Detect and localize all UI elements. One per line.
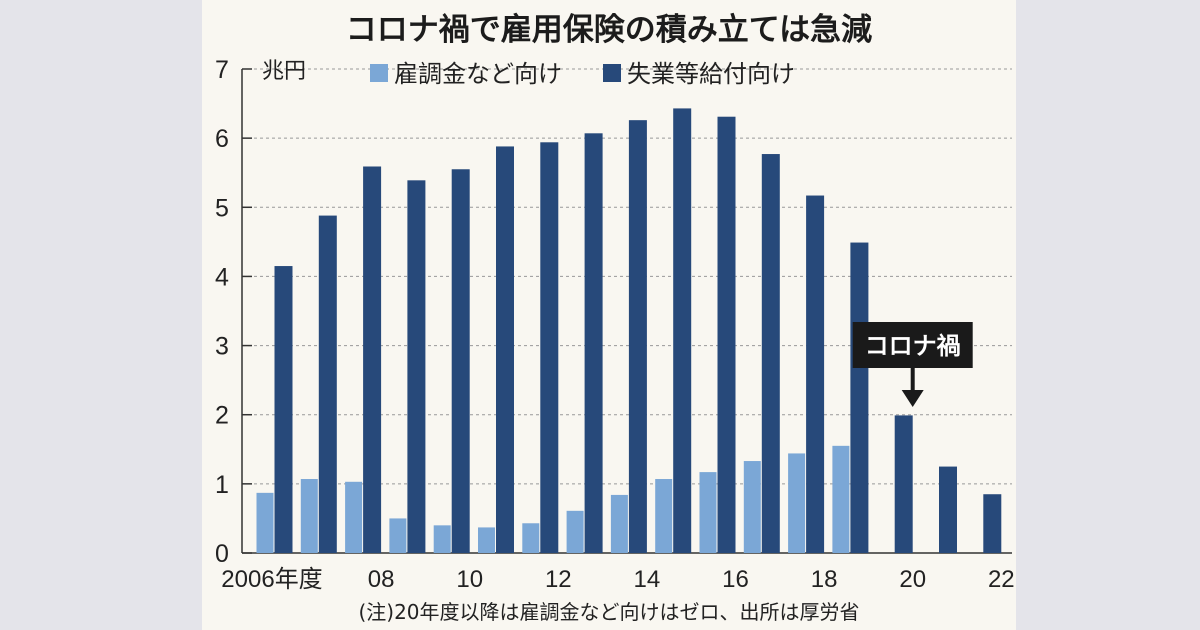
y-tick-label-5: 5 xyxy=(215,194,229,222)
bar-shitsugyo-2011 xyxy=(496,146,514,553)
chart-panel xyxy=(202,0,1016,630)
bar-shitsugyo-2013 xyxy=(584,133,603,553)
bar-shitsugyo-2010 xyxy=(451,169,470,553)
x-tick-label-2010: 10 xyxy=(456,566,483,593)
unit-label: 兆円 xyxy=(262,58,306,83)
y-tick-label-0: 0 xyxy=(215,540,229,568)
bar-koyo-2015 xyxy=(655,479,673,553)
chart-title: コロナ禍で雇用保険の積み立ては急減 xyxy=(345,12,873,48)
legend-swatch-2 xyxy=(603,64,621,82)
annotation-arrow-head xyxy=(901,390,924,407)
bar-koyo-2019 xyxy=(832,445,850,553)
annotation-box xyxy=(852,322,973,368)
x-tick-label-2018: 18 xyxy=(811,566,838,593)
legend-swatch-1 xyxy=(370,64,388,82)
bar-shitsugyo-2015 xyxy=(673,108,692,553)
bar-shitsugyo-2014 xyxy=(628,120,647,553)
bar-shitsugyo-2007 xyxy=(318,215,337,553)
bar-shitsugyo-2016 xyxy=(717,116,736,554)
x-tick-label-2016: 16 xyxy=(722,566,749,593)
y-tick-label-3: 3 xyxy=(215,333,229,361)
chart-note: (注)20年度以降は雇調金など向けはゼロ、出所は厚労省 xyxy=(358,600,860,624)
bar-shitsugyo-2009 xyxy=(407,180,426,553)
x-tick-label-2022: 22 xyxy=(988,566,1015,593)
y-tick-label-2: 2 xyxy=(215,402,229,430)
bar-koyo-2012 xyxy=(522,523,540,553)
y-tick-label-4: 4 xyxy=(215,263,229,291)
legend-label-1: 雇調金など向け xyxy=(394,61,562,88)
bar-shitsugyo-2008 xyxy=(363,166,382,553)
x-tick-label-2008: 08 xyxy=(368,566,395,593)
bar-shitsugyo-2012 xyxy=(540,142,559,553)
bar-koyo-2006 xyxy=(256,492,274,553)
bar-koyo-2008 xyxy=(345,481,363,553)
x-tick-label-2014: 14 xyxy=(634,566,661,593)
annotation-label: コロナ禍 xyxy=(865,332,961,360)
bar-koyo-2018 xyxy=(788,453,806,553)
legend-label-2: 失業等給付向け xyxy=(627,61,795,88)
bar-shitsugyo-2021 xyxy=(939,466,957,553)
x-tick-label-2020: 20 xyxy=(899,566,926,593)
bar-shitsugyo-2020 xyxy=(894,415,913,553)
y-tick-label-6: 6 xyxy=(215,125,229,153)
x-tick-label-2012: 12 xyxy=(545,566,572,593)
y-tick-label-7: 7 xyxy=(215,56,229,84)
x-tick-label-2006: 2006年度 xyxy=(221,566,322,593)
bar-koyo-2007 xyxy=(300,479,318,553)
bar-shitsugyo-2006 xyxy=(274,266,293,553)
bar-shitsugyo-2018 xyxy=(806,195,825,553)
bar-koyo-2017 xyxy=(743,461,761,553)
bar-shitsugyo-2019 xyxy=(850,242,869,553)
bar-koyo-2010 xyxy=(433,525,451,553)
bar-koyo-2013 xyxy=(566,510,584,553)
bar-koyo-2009 xyxy=(389,518,407,553)
y-tick-label-1: 1 xyxy=(215,471,229,499)
bar-koyo-2011 xyxy=(478,527,495,553)
bar-koyo-2014 xyxy=(610,494,628,553)
bar-koyo-2016 xyxy=(699,472,717,553)
bar-shitsugyo-2017 xyxy=(761,154,780,553)
bar-shitsugyo-2022 xyxy=(983,494,1002,553)
